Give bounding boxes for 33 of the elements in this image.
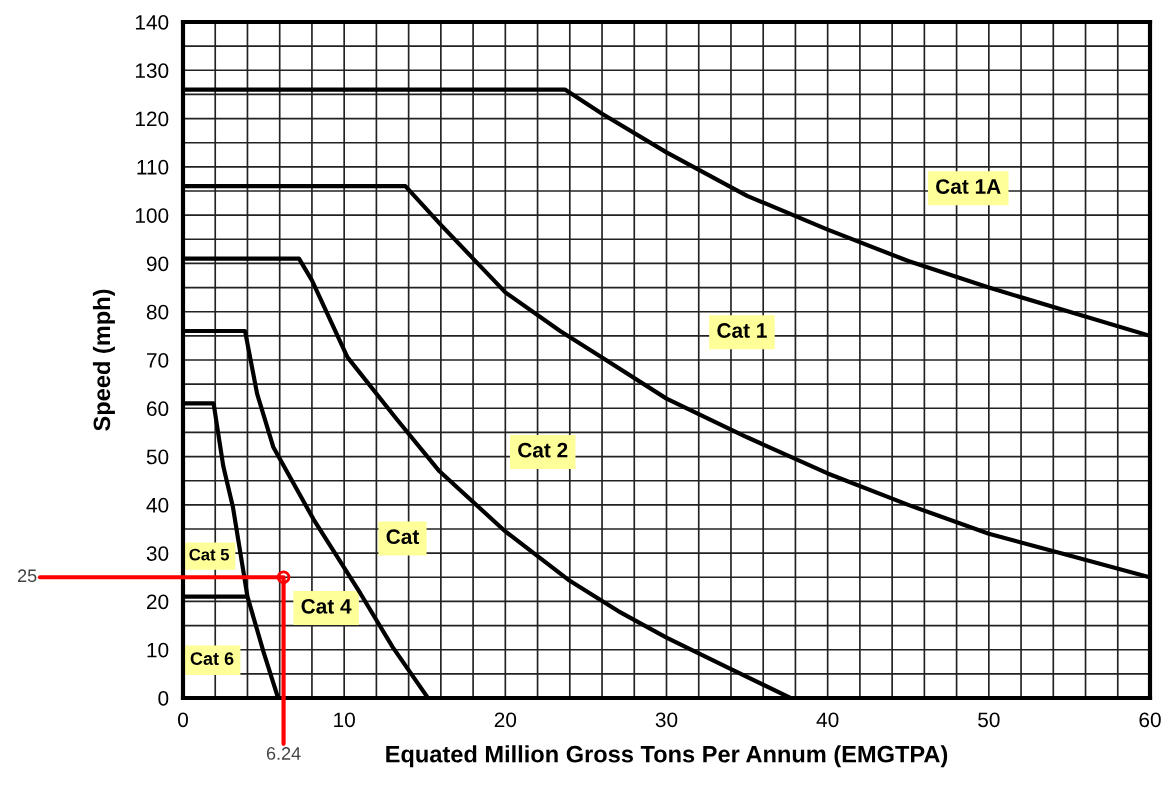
y-tick-label: 40 <box>146 497 169 513</box>
x-tick-label: 20 <box>494 712 517 728</box>
x-tick-label: 30 <box>655 712 678 728</box>
y-tick-label: 140 <box>135 15 169 30</box>
annotation: Cat <box>386 529 420 545</box>
x-tick-label: 50 <box>978 712 1000 728</box>
annotation: Cat 1A <box>936 179 1001 194</box>
annotation: Cat 5 <box>189 548 230 561</box>
annotation: 6.24 <box>266 747 301 760</box>
x-tick-label: 40 <box>816 712 839 728</box>
annotation: Cat 1 <box>717 323 767 338</box>
y-tick-label: 90 <box>146 256 169 272</box>
y-tick-label: 100 <box>135 208 169 223</box>
annotation: Cat 6 <box>190 652 234 665</box>
y-axis-title: Speed (mph) <box>92 289 115 431</box>
x-axis-title: Equated Million Gross Tons Per Annum (EMGTPA) <box>386 745 948 768</box>
y-tick-label: 110 <box>137 159 169 175</box>
y-tick-label: 60 <box>147 401 169 417</box>
annotation: 25 <box>17 569 37 583</box>
y-tick-label: 30 <box>146 546 169 561</box>
y-tick-label: 120 <box>135 111 169 127</box>
y-tick-label: 80 <box>146 304 169 320</box>
x-tick-label: 10 <box>334 712 355 728</box>
annotation: Cat 2 <box>518 442 568 458</box>
x-tick-label: 0 <box>178 712 188 728</box>
y-tick-label: 10 <box>147 642 169 658</box>
y-tick-label: 130 <box>135 63 169 79</box>
y-tick-label: 20 <box>146 594 169 610</box>
x-tick-label: 60 <box>1139 712 1161 728</box>
y-tick-label: 0 <box>158 691 169 706</box>
annotation: Cat 4 <box>301 598 352 614</box>
y-tick-label: 50 <box>146 449 169 465</box>
y-tick-label: 70 <box>147 353 169 368</box>
